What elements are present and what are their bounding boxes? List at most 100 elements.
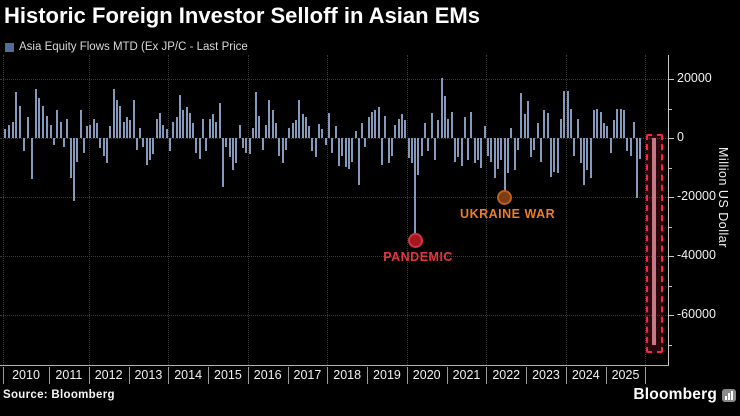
bar-2022-8: [510, 127, 513, 138]
bar-2017-9: [314, 138, 317, 158]
bar-2022-3: [493, 138, 496, 178]
bar-2022-11: [520, 92, 523, 138]
bar-2012-1: [89, 124, 92, 138]
gridline-h: [0, 315, 668, 316]
bar-2014-9: [195, 138, 198, 153]
x-axis-separator: [327, 367, 329, 384]
bar-2022-4: [497, 138, 499, 169]
ukraine-war-marker[interactable]: [497, 190, 513, 205]
bar-2020-6: [424, 123, 427, 139]
bar-2013-12: [165, 129, 168, 138]
bar-2011-3: [56, 110, 59, 138]
bar-2019-1: [367, 117, 370, 138]
bar-2021-2: [450, 112, 453, 138]
x-year-label-2016: 2016: [253, 368, 282, 382]
bar-2015-6: [225, 138, 228, 147]
x-axis-separator: [446, 367, 448, 384]
x-year-label-2012: 2012: [94, 368, 123, 382]
bar-2019-4: [377, 107, 380, 138]
legend-swatch-icon: [5, 42, 14, 52]
bar-2012-2: [92, 118, 95, 138]
bar-2023-9: [553, 138, 556, 172]
x-axis-separator: [406, 367, 408, 384]
bar-2012-3: [96, 123, 98, 139]
bar-2011-10: [79, 110, 82, 138]
bar-2014-1: [168, 138, 171, 152]
y-tick-label: 0: [677, 130, 684, 144]
bar-2010-5: [19, 105, 22, 138]
legend[interactable]: Asia Equity Flows MTD (Ex JP/C - Last Pr…: [5, 41, 248, 53]
bar-2022-10: [516, 138, 519, 150]
x-year-label-2017: 2017: [293, 368, 322, 382]
bar-2024-2: [569, 108, 572, 138]
bar-2010-3: [11, 121, 14, 138]
y-tick-label: -60000: [677, 307, 716, 321]
bar-2010-1: [3, 129, 6, 138]
x-year-label-2024: 2024: [571, 368, 600, 382]
bar-2016-10: [278, 138, 281, 156]
bar-2025-9: [632, 121, 635, 138]
bar-2021-8: [470, 111, 473, 139]
bar-2024-3: [573, 138, 576, 156]
bar-2020-2: [410, 138, 413, 164]
bar-2021-11: [480, 138, 483, 168]
bar-2014-11: [202, 118, 205, 138]
bar-2010-4: [15, 92, 18, 138]
x-year-label-2014: 2014: [174, 368, 203, 382]
bar-2016-12: [284, 138, 287, 150]
gridline-h: [0, 197, 668, 198]
bar-2011-1: [49, 124, 52, 138]
bar-2013-8: [152, 138, 155, 155]
bar-2021-4: [457, 138, 460, 158]
ukraine-war-label: UKRAINE WAR: [460, 207, 556, 221]
bar-2024-11: [599, 111, 602, 139]
bar-2013-10: [159, 112, 161, 138]
bar-2024-10: [596, 108, 599, 138]
pandemic-label: PANDEMIC: [383, 249, 453, 264]
x-axis-separator: [605, 367, 607, 384]
plot-area[interactable]: PANDEMIC UKRAINE WAR: [0, 55, 668, 365]
y-minor-tick: [668, 167, 672, 169]
bar-2023-3: [533, 138, 536, 150]
gridline-v: [88, 55, 90, 365]
y-axis-line: [668, 55, 669, 366]
bar-2024-12: [603, 123, 605, 139]
bar-2014-7: [188, 112, 191, 138]
y-tick-label: -20000: [677, 189, 716, 203]
bar-2025-2: [609, 138, 612, 153]
gridline-v: [168, 55, 170, 365]
x-axis-separator: [247, 367, 249, 384]
bar-2022-12: [523, 114, 526, 138]
bar-2018-11: [361, 123, 364, 139]
bar-2010-7: [26, 117, 29, 138]
bar-2014-8: [192, 123, 195, 139]
bar-2024-8: [589, 138, 592, 178]
bar-2014-2: [172, 121, 175, 138]
bar-2014-3: [175, 117, 178, 138]
bar-2011-11: [82, 138, 85, 153]
bar-2025-7: [626, 138, 629, 152]
bar-2019-6: [384, 115, 387, 138]
bar-2020-10: [437, 120, 440, 138]
bar-2019-3: [374, 110, 377, 138]
pandemic-marker[interactable]: [407, 232, 423, 248]
bar-2020-5: [420, 138, 423, 156]
bar-2019-9: [394, 124, 397, 138]
bar-2018-12: [364, 138, 367, 147]
y-major-tick: [668, 315, 674, 316]
bar-2023-2: [530, 138, 533, 158]
bar-2023-8: [550, 138, 552, 177]
bar-2015-11: [241, 138, 244, 149]
bar-2012-4: [99, 138, 102, 149]
bar-2016-3: [255, 92, 258, 138]
bar-2024-5: [579, 138, 582, 164]
bar-2025-3: [612, 120, 615, 138]
bar-2015-3: [215, 121, 218, 138]
bar-2015-10: [238, 124, 241, 138]
bar-2016-11: [281, 138, 284, 164]
bar-2018-2: [331, 138, 334, 153]
bar-2023-1: [526, 101, 529, 138]
x-axis-separator: [88, 367, 90, 384]
gridline-v: [327, 55, 329, 365]
source-label: Source: Bloomberg: [3, 389, 115, 401]
